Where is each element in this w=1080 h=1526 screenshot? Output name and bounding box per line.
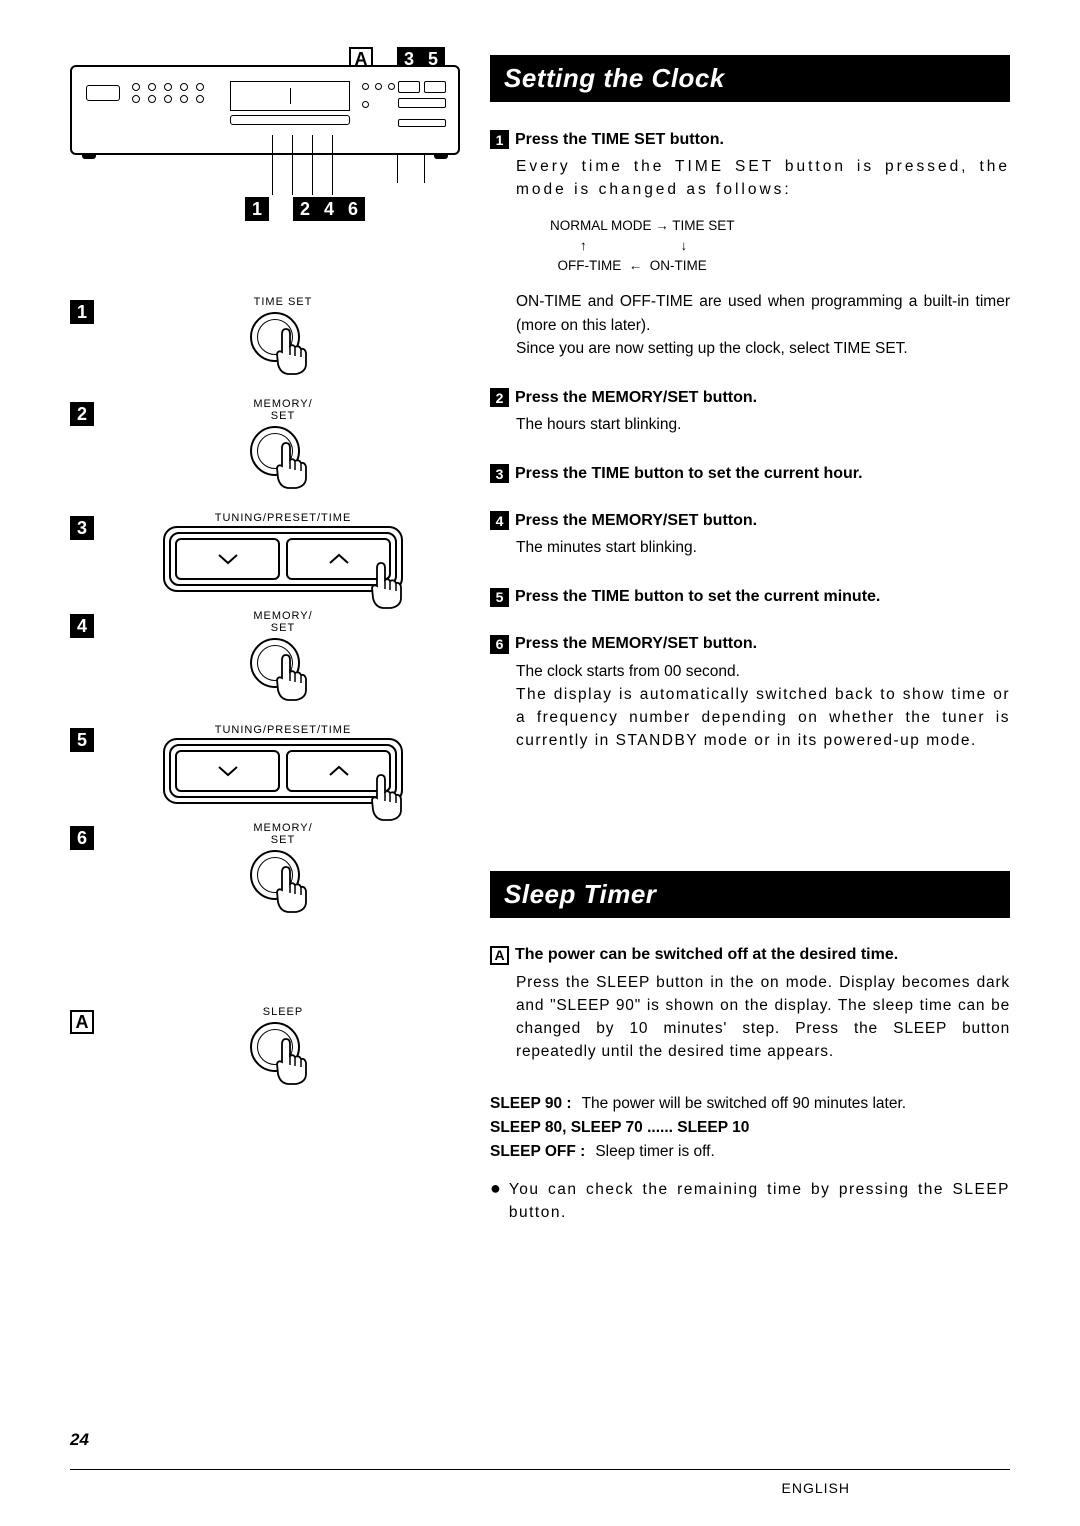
step-body: The minutes start blinking. [516,536,1010,559]
step-head: Press the TIME button to set the current… [515,588,880,606]
left-step: 5 TUNING/PRESET/TIME [70,724,460,804]
step-head: Press the TIME SET button. [515,131,724,149]
step-body: Since you are now setting up the clock, … [516,337,1010,360]
left-column: A 3 5 [70,55,460,1224]
step-label: TIME SET [254,296,313,308]
callout-num: 4 [317,197,341,221]
step-body: The hours start blinking. [516,413,1010,436]
step-figure: TUNING/PRESET/TIME [106,512,460,592]
device-illustration: A 3 5 [70,65,460,221]
sleep-text: The power will be switched off 90 minute… [582,1092,907,1116]
step-head: Press the MEMORY/SET button. [515,635,757,653]
callout-num: 6 [341,197,365,221]
footer-language: ENGLISH [782,1480,850,1496]
step-label: SLEEP [263,1006,303,1018]
step-figure: TUNING/PRESET/TIME [106,724,460,804]
left-sleep-step: A SLEEP [70,1006,460,1090]
press-button-icon [248,310,318,380]
footer-divider [70,1469,1010,1470]
bullet-text: You can check the remaining time by pres… [509,1178,1010,1225]
clock-step-6: 6 Press the MEMORY/SET button. The clock… [490,635,1010,753]
sleep-listing: SLEEP 90 : The power will be switched of… [490,1092,1010,1164]
step-figure: TIME SET [106,296,460,380]
step-head: Press the TIME button to set the current… [515,465,863,483]
left-step: 3 TUNING/PRESET/TIME [70,512,460,592]
step-head: Press the MEMORY/SET button. [515,512,757,530]
step-body: Every time the TIME SET button is presse… [516,155,1010,202]
step-body: Press the SLEEP button in the on mode. D… [516,971,1010,1064]
step-body: The display is automatically switched ba… [516,683,1010,753]
step-num: 1 [490,130,509,149]
sleep-label: SLEEP 90 : [490,1092,572,1116]
step-label: MEMORY/ SET [253,822,312,846]
left-step: 4 MEMORY/ SET [70,610,460,706]
press-button-icon [248,848,318,918]
left-steps-list: 1 TIME SET 2 MEMORY/ SET 3 TUNING/PRESET/TIME… [70,296,460,918]
sleep-step-a: A The power can be switched off at the d… [490,946,1010,1064]
step-num: 4 [490,511,509,530]
step-body: The clock starts from 00 second. [516,660,1010,683]
step-letter: A [490,946,509,965]
bullet-icon: ● [490,1178,501,1225]
clock-step-1: 1 Press the TIME SET button. Every time … [490,130,1010,360]
callout-num: 1 [245,197,269,221]
step-label: TUNING/PRESET/TIME [215,724,352,736]
step-figure: MEMORY/ SET [106,822,460,918]
step-num: 3 [490,464,509,483]
callout-num: 2 [293,197,317,221]
step-label: MEMORY/ SET [253,610,312,634]
page-number: 24 [70,1430,89,1450]
step-num: 6 [490,635,509,654]
rocker-button-icon [163,738,403,804]
clock-step-2: 2 Press the MEMORY/SET button. The hours… [490,388,1010,436]
right-column: Setting the Clock 1 Press the TIME SET b… [490,55,1010,1224]
clock-step-4: 4 Press the MEMORY/SET button. The minut… [490,511,1010,559]
rocker-button-icon [163,526,403,592]
left-step: 6 MEMORY/ SET [70,822,460,918]
sleep-label: SLEEP OFF : [490,1140,585,1164]
sleep-label: SLEEP 80, SLEEP 70 ...... SLEEP 10 [490,1116,749,1140]
left-step: 2 MEMORY/ SET [70,398,460,494]
mode-diagram: NORMAL MODE → TIME SET ↑ ↓ OFF-TIME ← ON… [550,216,1010,277]
step-head: Press the MEMORY/SET button. [515,389,757,407]
step-head: The power can be switched off at the des… [515,946,898,964]
press-button-icon [248,424,318,494]
step-num: 5 [70,728,94,752]
step-label: MEMORY/ SET [253,398,312,422]
step-num: 5 [490,588,509,607]
section-title-sleep: Sleep Timer [490,871,1010,918]
step-letter: A [70,1010,94,1034]
left-step: 1 TIME SET [70,296,460,380]
sleep-bullet: ● You can check the remaining time by pr… [490,1178,1010,1225]
section-title-clock: Setting the Clock [490,55,1010,102]
step-label: TUNING/PRESET/TIME [215,512,352,524]
step-num: 4 [70,614,94,638]
clock-step-5: 5 Press the TIME button to set the curre… [490,588,1010,607]
step-figure: MEMORY/ SET [106,610,460,706]
step-num: 1 [70,300,94,324]
step-num: 2 [70,402,94,426]
step-body: ON-TIME and OFF-TIME are used when progr… [516,290,1010,337]
step-num: 2 [490,388,509,407]
clock-step-3: 3 Press the TIME button to set the curre… [490,464,1010,483]
step-num: 6 [70,826,94,850]
press-button-icon [248,636,318,706]
step-num: 3 [70,516,94,540]
step-figure: MEMORY/ SET [106,398,460,494]
press-button-icon [248,1020,318,1090]
device-callout-bottom: 1 2 4 6 [245,197,635,221]
sleep-text: Sleep timer is off. [595,1140,714,1164]
